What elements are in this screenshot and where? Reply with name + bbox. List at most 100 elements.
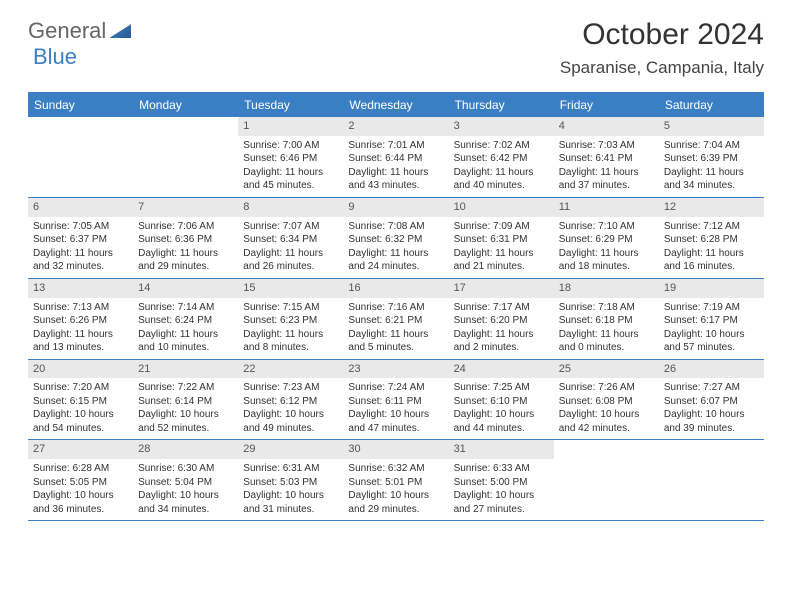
sunset-text: Sunset: 6:10 PM: [454, 395, 549, 409]
day-number: 13: [28, 279, 133, 298]
sunrise-text: Sunrise: 7:18 AM: [559, 301, 654, 315]
day-cell: 11 Sunrise: 7:10 AMSunset: 6:29 PMDayligh…: [554, 198, 659, 279]
day-cell: 23Sunrise: 7:24 AMSunset: 6:11 PMDayligh…: [343, 360, 448, 441]
sunrise-text: Sunrise: 7:26 AM: [559, 381, 654, 395]
calendar: SundayMondayTuesdayWednesdayThursdayFrid…: [28, 92, 764, 521]
sunrise-text: Sunrise: 7:07 AM: [243, 220, 338, 234]
sunrise-text: Sunrise: 7:14 AM: [138, 301, 233, 315]
daylight-text: Daylight: 11 hours and 34 minutes.: [664, 166, 759, 193]
day-cell: 24Sunrise: 7:25 AMSunset: 6:10 PMDayligh…: [449, 360, 554, 441]
daylight-text: Daylight: 11 hours and 24 minutes.: [348, 247, 443, 274]
daylight-text: Daylight: 11 hours and 18 minutes.: [559, 247, 654, 274]
daylight-text: Daylight: 11 hours and 5 minutes.: [348, 328, 443, 355]
daylight-text: Daylight: 10 hours and 47 minutes.: [348, 408, 443, 435]
sunset-text: Sunset: 6:36 PM: [138, 233, 233, 247]
day-number: 8: [238, 198, 343, 217]
daylight-text: Daylight: 11 hours and 43 minutes.: [348, 166, 443, 193]
daylight-text: Daylight: 10 hours and 34 minutes.: [138, 489, 233, 516]
sunrise-text: Sunrise: 7:16 AM: [348, 301, 443, 315]
day-number: 3: [449, 117, 554, 136]
daylight-text: Daylight: 10 hours and 29 minutes.: [348, 489, 443, 516]
sunset-text: Sunset: 6:20 PM: [454, 314, 549, 328]
day-number: 10: [449, 198, 554, 217]
day-number: 9: [343, 198, 448, 217]
sunset-text: Sunset: 6:14 PM: [138, 395, 233, 409]
sunrise-text: Sunrise: 6:30 AM: [138, 462, 233, 476]
daylight-text: Daylight: 10 hours and 36 minutes.: [33, 489, 128, 516]
daylight-text: Daylight: 10 hours and 44 minutes.: [454, 408, 549, 435]
daylight-text: Daylight: 11 hours and 29 minutes.: [138, 247, 233, 274]
sunset-text: Sunset: 5:03 PM: [243, 476, 338, 490]
day-cell: 13Sunrise: 7:13 AMSunset: 6:26 PMDayligh…: [28, 279, 133, 360]
daylight-text: Daylight: 11 hours and 40 minutes.: [454, 166, 549, 193]
sunrise-text: Sunrise: 7:02 AM: [454, 139, 549, 153]
day-cell: 7Sunrise: 7:06 AMSunset: 6:36 PMDaylight…: [133, 198, 238, 279]
day-number: 5: [659, 117, 764, 136]
sunrise-text: Sunrise: 6:33 AM: [454, 462, 549, 476]
day-cell: 3Sunrise: 7:02 AMSunset: 6:42 PMDaylight…: [449, 117, 554, 198]
sunrise-text: Sunrise: 7:25 AM: [454, 381, 549, 395]
daylight-text: Daylight: 10 hours and 54 minutes.: [33, 408, 128, 435]
empty-cell: [554, 440, 659, 521]
day-number: 11: [554, 198, 659, 217]
day-cell: 21Sunrise: 7:22 AMSunset: 6:14 PMDayligh…: [133, 360, 238, 441]
daylight-text: Daylight: 10 hours and 49 minutes.: [243, 408, 338, 435]
sunrise-text: Sunrise: 7:15 AM: [243, 301, 338, 315]
logo: General: [28, 18, 131, 44]
daylight-text: Daylight: 11 hours and 37 minutes.: [559, 166, 654, 193]
daylight-text: Daylight: 11 hours and 13 minutes.: [33, 328, 128, 355]
daylight-text: Daylight: 10 hours and 39 minutes.: [664, 408, 759, 435]
day-cell: 18Sunrise: 7:18 AMSunset: 6:18 PMDayligh…: [554, 279, 659, 360]
weekday-header: Tuesday: [238, 93, 343, 117]
day-cell: 28Sunrise: 6:30 AMSunset: 5:04 PMDayligh…: [133, 440, 238, 521]
daylight-text: Daylight: 11 hours and 8 minutes.: [243, 328, 338, 355]
logo-text-1: General: [28, 18, 106, 44]
empty-cell: [28, 117, 133, 198]
sunset-text: Sunset: 6:28 PM: [664, 233, 759, 247]
day-number: 31: [449, 440, 554, 459]
daylight-text: Daylight: 11 hours and 21 minutes.: [454, 247, 549, 274]
sunrise-text: Sunrise: 7:19 AM: [664, 301, 759, 315]
day-number: 14: [133, 279, 238, 298]
day-number: 25: [554, 360, 659, 379]
sunset-text: Sunset: 6:29 PM: [559, 233, 654, 247]
day-number: 1: [238, 117, 343, 136]
sunset-text: Sunset: 6:18 PM: [559, 314, 654, 328]
day-cell: 27Sunrise: 6:28 AMSunset: 5:05 PMDayligh…: [28, 440, 133, 521]
sunrise-text: Sunrise: 7:20 AM: [33, 381, 128, 395]
day-cell: 30 Sunrise: 6:32 AMSunset: 5:01 PMDayligh…: [343, 440, 448, 521]
sunset-text: Sunset: 6:44 PM: [348, 152, 443, 166]
calendar-grid: 1 Sunrise: 7:00 AMSunset: 6:46 PM Daylight…: [28, 117, 764, 521]
day-cell: 19Sunrise: 7:19 AMSunset: 6:17 PMDayligh…: [659, 279, 764, 360]
sunset-text: Sunset: 6:15 PM: [33, 395, 128, 409]
day-number: 12: [659, 198, 764, 217]
sunrise-text: Sunrise: 7:27 AM: [664, 381, 759, 395]
sunrise-text: Sunrise: 6:32 AM: [348, 462, 443, 476]
sunrise-text: Sunrise: 7:00 AM: [243, 139, 338, 153]
sunrise-text: Sunrise: 7:12 AM: [664, 220, 759, 234]
day-cell: 4Sunrise: 7:03 AMSunset: 6:41 PMDaylight…: [554, 117, 659, 198]
sunset-text: Sunset: 6:23 PM: [243, 314, 338, 328]
day-number: 27: [28, 440, 133, 459]
day-cell: 1Sunrise: 7:00 AMSunset: 6:46 PMDaylight…: [238, 117, 343, 198]
day-number: 29: [238, 440, 343, 459]
weekday-header: Saturday: [659, 93, 764, 117]
logo-triangle-icon: [109, 24, 131, 38]
sunrise-text: Sunrise: 7:10 AM: [559, 220, 654, 234]
day-number: 21: [133, 360, 238, 379]
sunset-text: Sunset: 6:46 PM: [243, 152, 338, 166]
sunrise-text: Sunrise: 7:05 AM: [33, 220, 128, 234]
sunset-text: Sunset: 5:01 PM: [348, 476, 443, 490]
day-cell: 22Sunrise: 7:23 AMSunset: 6:12 PMDayligh…: [238, 360, 343, 441]
empty-cell: [659, 440, 764, 521]
day-number: 19: [659, 279, 764, 298]
daylight-text: Daylight: 11 hours and 2 minutes.: [454, 328, 549, 355]
day-number: 2: [343, 117, 448, 136]
daylight-text: Daylight: 10 hours and 42 minutes.: [559, 408, 654, 435]
day-cell: 6Sunrise: 7:05 AMSunset: 6:37 PMDaylight…: [28, 198, 133, 279]
day-number: 20: [28, 360, 133, 379]
sunset-text: Sunset: 6:24 PM: [138, 314, 233, 328]
day-number: 30: [343, 440, 448, 459]
day-number: 6: [28, 198, 133, 217]
sunrise-text: Sunrise: 7:17 AM: [454, 301, 549, 315]
